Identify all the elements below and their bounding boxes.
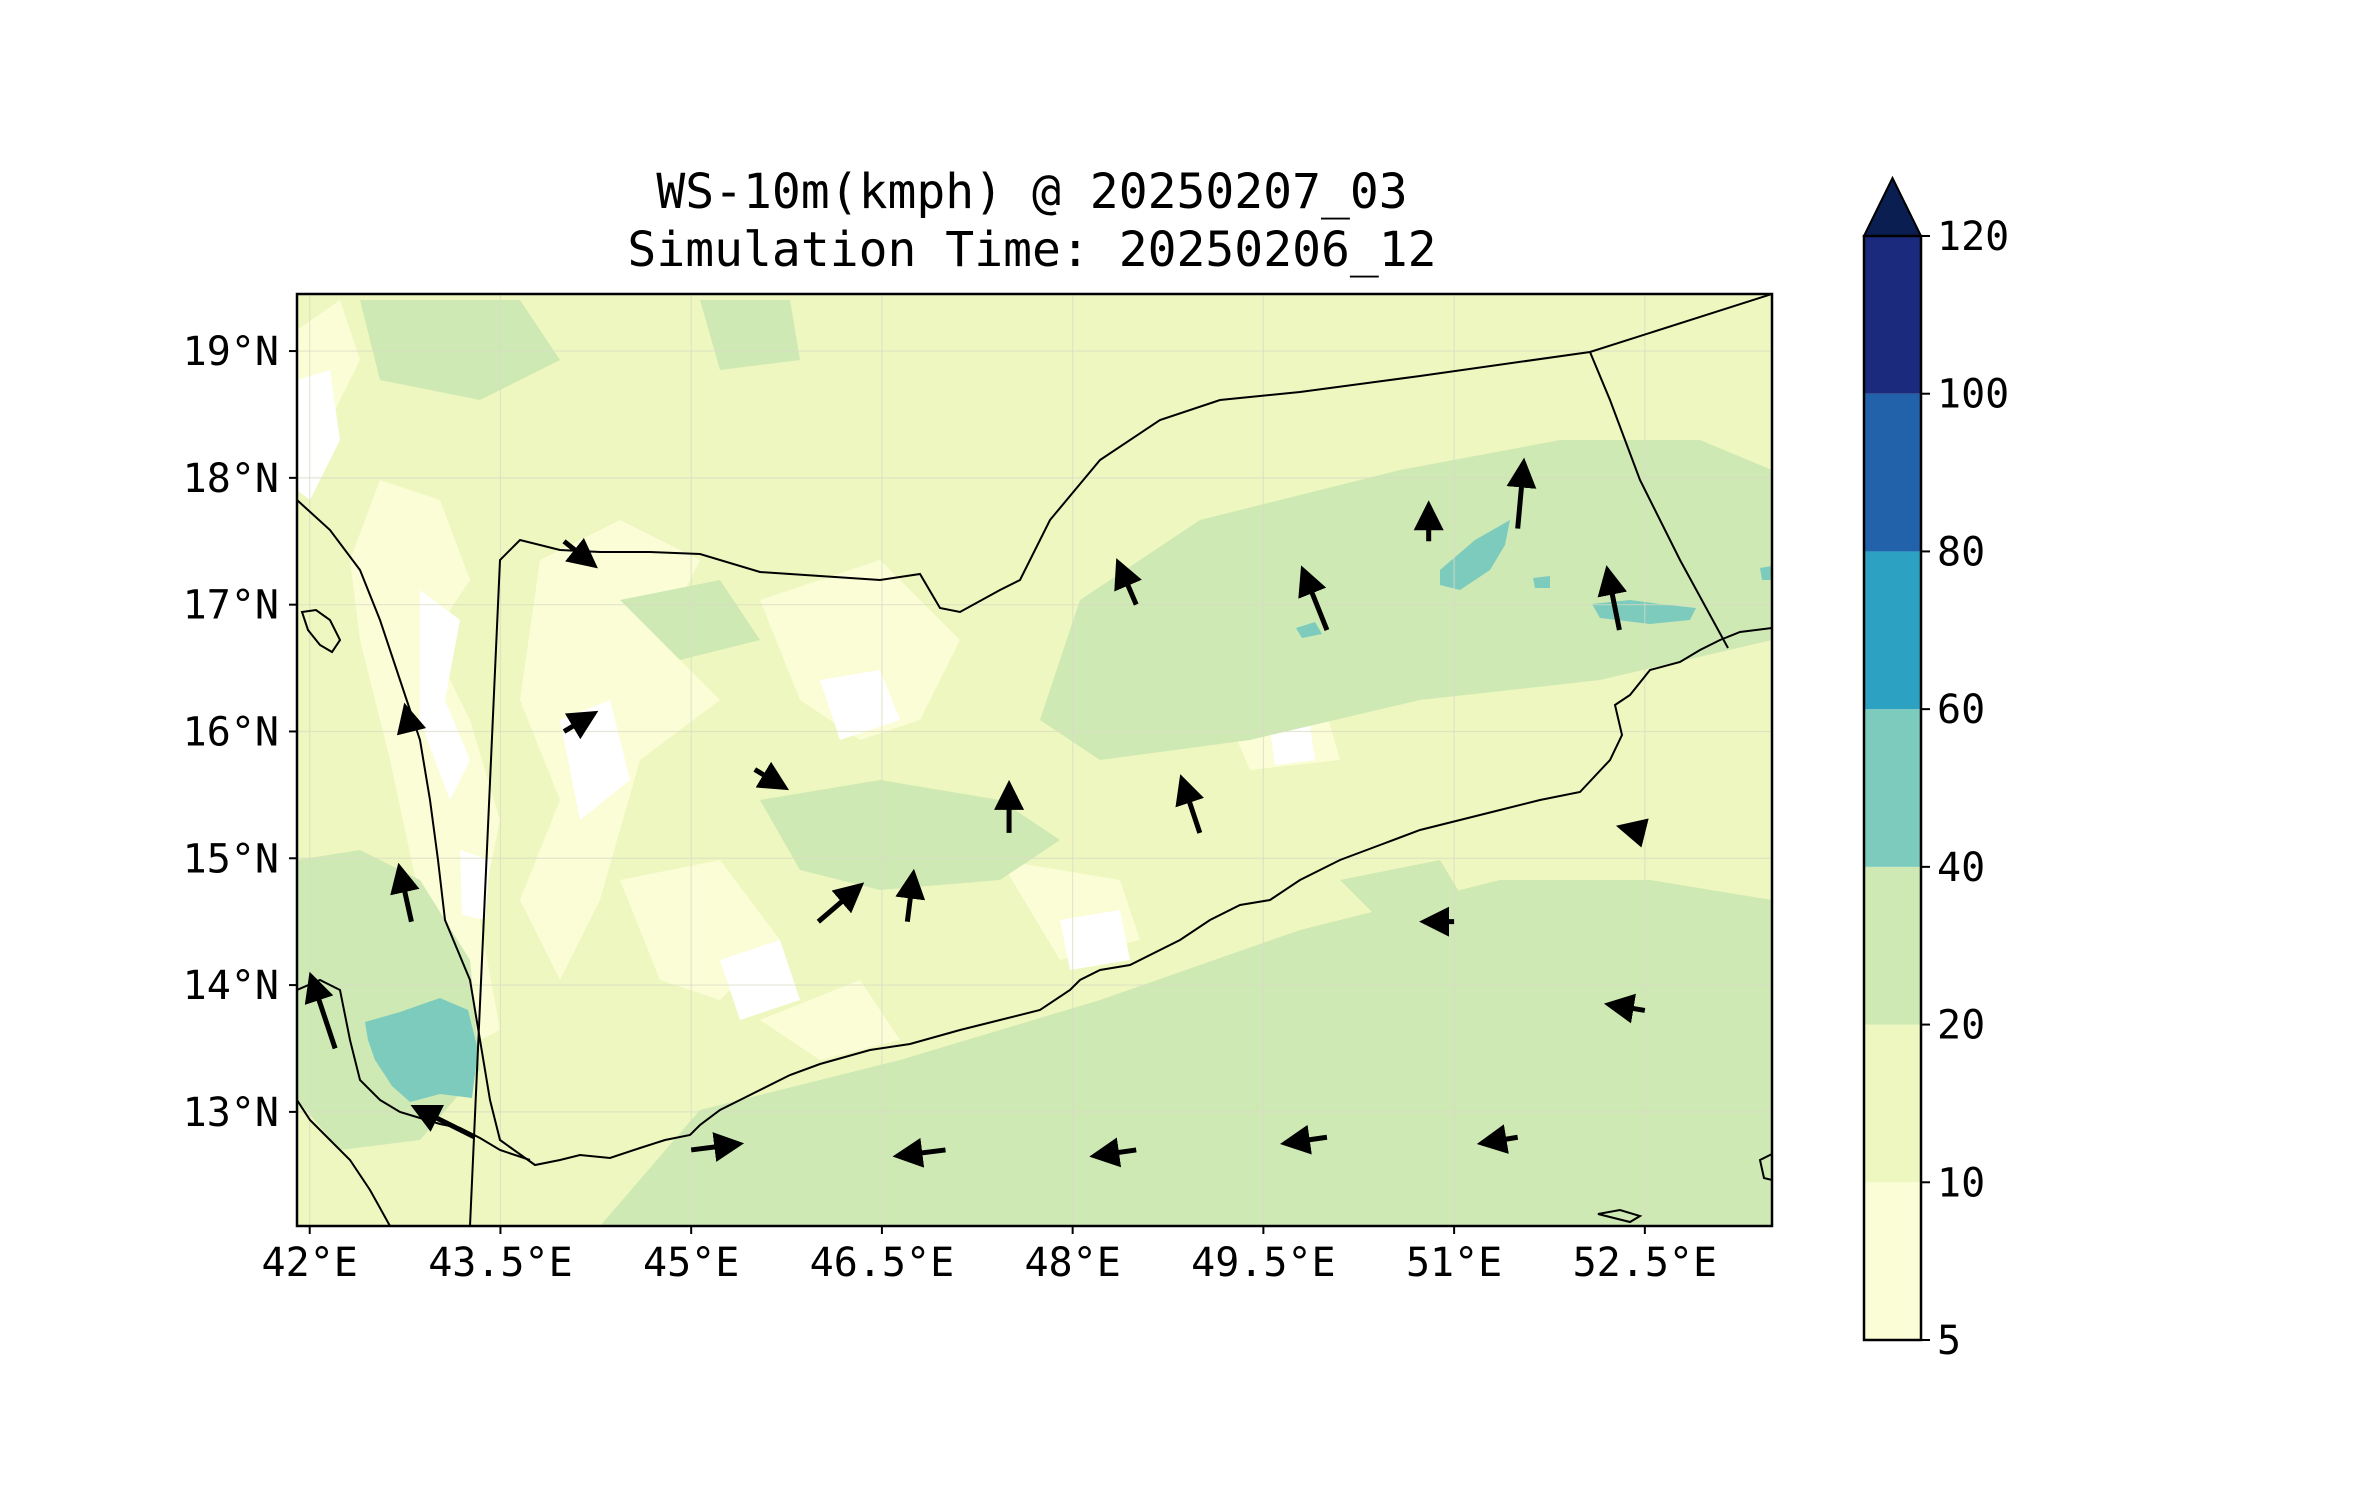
wind-vector-arrow [562,710,599,740]
latitude-tick-label: 16°N [183,709,279,755]
map-gridlines [297,294,1772,1226]
colorbar-tick-label: 60 [1937,687,1985,733]
wind-vector-arrow [396,702,427,736]
red-sea-coast-west [297,978,531,1161]
wind-vector-arrow [1476,1124,1519,1154]
wind-vector-arrow [753,761,790,791]
latitude-tick-label: 19°N [183,329,279,375]
wind-vector-arrow [895,868,926,922]
colorbar-tick-label: 20 [1937,1003,1985,1049]
colorbar-segment [1864,1024,1921,1183]
map-panel [297,294,1772,1226]
wind-vector-arrow [1597,565,1628,631]
island-outline-small [1597,1208,1643,1224]
colorbar-segment [1864,709,1921,867]
map-frame [295,292,1774,1228]
longitude-tick-label: 43.5°E [428,1240,573,1286]
latitude-tick-label: 15°N [183,836,279,882]
wind-vector-arrow [1089,1137,1137,1168]
wind-vector-arrow [1175,774,1204,834]
calm-patches [297,370,1315,1020]
wind-vector-arrow [410,1105,477,1140]
yemen-oman-border [1589,351,1729,649]
latitude-tick-label: 18°N [183,456,279,502]
longitude-tick-label: 52.5°E [1573,1240,1718,1286]
wind-vector-arrow [1280,1124,1328,1155]
island-outline-socotra [1758,1152,1772,1182]
colorbar-segment [1864,1182,1921,1340]
longitude-tick-label: 46.5°E [810,1240,955,1286]
latitude-axis: 13°N 14°N 15°N 16°N 17°N 18°N 19°N [183,329,297,1136]
latitude-tick-label: 14°N [183,963,279,1009]
wind-vector-arrow [1298,565,1330,631]
latitude-tick-label: 13°N [183,1090,279,1136]
latitude-tick-label: 17°N [183,583,279,629]
wind-vector-arrow [1603,993,1646,1024]
colorbar-tick-label: 40 [1937,845,1985,891]
wind-vector-arrow [690,1132,745,1162]
colorbar-segment [1864,236,1921,394]
colorbar-tick-label: 10 [1937,1160,1985,1206]
longitude-tick-label: 45°E [643,1240,739,1286]
wind-vector-arrow [892,1137,946,1168]
longitude-tick-label: 49.5°E [1191,1240,1336,1286]
colorbar-tick-label: 120 [1937,214,2009,260]
colorbar-tick-label: 5 [1937,1318,1961,1364]
wind-vector-arrow [816,882,865,924]
longitude-axis: 42°E 43.5°E 45°E 46.5°E 48°E 49.5°E 51°E 52.5°E [262,1226,1718,1286]
colorbar-segment [1864,551,1921,710]
colorbar-segment [1864,393,1921,552]
colorbar-frame [1862,234,1923,1342]
wind-vector-arrow [1506,457,1537,529]
wind-vector-arrow [390,862,420,923]
chart-title-line-1: WS-10m(kmph) @ 20250207_03 [656,164,1407,220]
longitude-tick-label: 42°E [262,1240,358,1286]
wind-vector-arrow [1615,818,1649,848]
colorbar-tick-label: 80 [1937,529,1985,575]
longitude-tick-label: 51°E [1406,1240,1502,1286]
wind-vector-arrow [562,537,598,569]
red-sea-coast-east [297,499,1772,1167]
wind-vectors [304,457,1649,1168]
african-coast [297,1099,391,1226]
colorbar-extend-arrow [1862,175,1923,237]
wind-vector-arrow [1114,558,1142,606]
colorbar-segment [1864,866,1921,1025]
colorbar-tick-label: 100 [1937,372,2009,418]
colorbar: 5 10 20 40 60 80 100 120 [1862,175,2009,1364]
chart-title-line-2: Simulation Time: 20250206_12 [627,222,1436,278]
island-outline [300,608,342,654]
longitude-tick-label: 48°E [1024,1240,1120,1286]
wind-vector-arrow [304,971,338,1050]
